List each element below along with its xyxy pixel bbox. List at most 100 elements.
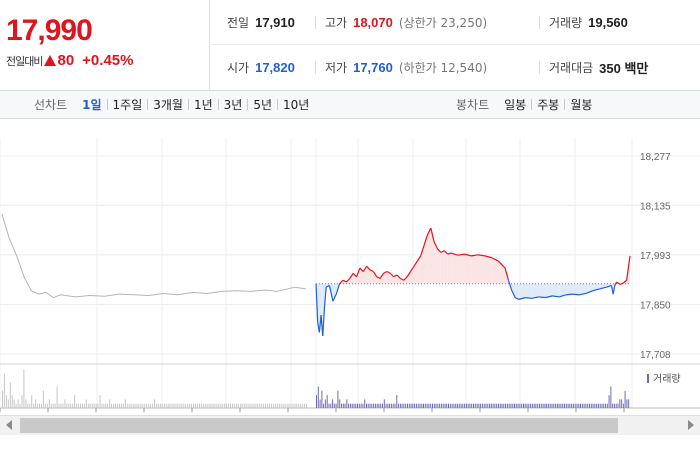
open-value: 17,820 (255, 60, 295, 75)
scrollbar-thumb[interactable] (20, 418, 618, 433)
volume-bar (44, 403, 46, 408)
volume-bar (433, 403, 435, 408)
volume-bar (432, 403, 433, 408)
today-line-segment (406, 271, 412, 278)
volume-bar (597, 403, 599, 408)
volume-bar (349, 403, 351, 408)
divider (531, 99, 533, 110)
volume-bar (608, 395, 610, 408)
today-line-segment (423, 234, 428, 246)
volume-bar (107, 403, 109, 408)
scroll-left-arrow-icon[interactable] (6, 420, 12, 430)
area-fill (447, 253, 452, 284)
volume-bars (2, 369, 630, 408)
volume-bar (64, 399, 66, 408)
volume-bar (485, 403, 487, 408)
today-line-segment (531, 296, 539, 299)
period-daily-candle[interactable]: 일봉 (504, 98, 527, 112)
high-label: 고가 (325, 16, 348, 30)
volume-bar (580, 403, 581, 408)
volume-bar (517, 403, 519, 408)
volume-bar (612, 403, 614, 408)
volume-bar (97, 403, 99, 408)
volume-bar (290, 403, 292, 408)
volume-bar (496, 403, 498, 408)
prev-close: 전일 17,910 (227, 0, 295, 45)
volume-bar (93, 403, 95, 408)
volume-bar (39, 403, 40, 408)
area-fill (370, 269, 374, 284)
volume-bar (508, 403, 510, 408)
volume-bar (163, 403, 165, 408)
volume-bar (42, 390, 44, 408)
line-chart-title: 선차트 (34, 98, 68, 112)
today-line-segment (616, 281, 621, 285)
volume-bar (351, 403, 353, 408)
today-line-segment (323, 287, 327, 309)
area-fill (515, 283, 519, 300)
period-weekly-candle[interactable]: 주봉 (537, 98, 560, 112)
divider (315, 16, 316, 29)
period-1w[interactable]: 1주일 (112, 98, 143, 112)
volume-bar (144, 403, 146, 408)
area-fill (424, 234, 428, 284)
volume-bar (369, 403, 371, 408)
price-chart[interactable]: 18,277 18,135 17,993 17,850 17,708 거래량 (0, 120, 700, 450)
volume-bar (453, 403, 455, 408)
volume-bar (220, 403, 222, 408)
area-fill (319, 283, 322, 333)
volume-bar (185, 403, 187, 408)
volume-bar (503, 403, 505, 408)
today-line-segment (413, 260, 418, 267)
volume-bar (576, 403, 578, 408)
area-fill (440, 250, 445, 284)
volume-bar (60, 403, 62, 408)
volume-bar (330, 403, 332, 408)
volume-bar (333, 403, 335, 408)
volume-bar (3, 373, 5, 408)
volume-bar (156, 403, 157, 408)
today-line-segment (325, 284, 330, 288)
area-fill (484, 255, 492, 284)
volume-bar (531, 403, 533, 408)
volume-bar (382, 403, 383, 408)
today-line-segment (552, 295, 560, 298)
period-10y[interactable]: 10년 (283, 98, 310, 112)
lower-limit: (하한가 12,540) (398, 61, 488, 75)
volume-bar (288, 403, 290, 408)
volume-bar (601, 403, 603, 408)
period-1d[interactable]: 1일 (82, 98, 102, 112)
volume-bar (326, 395, 328, 408)
period-monthly-candle[interactable]: 월봉 (570, 98, 593, 112)
volume-bar (574, 403, 576, 408)
volume-bar (109, 399, 111, 408)
volume-bar (423, 403, 424, 408)
period-3m[interactable]: 3개월 (153, 98, 183, 112)
area-fill (373, 271, 377, 284)
trade-amount-value: 350 백만 (599, 61, 649, 76)
volume-bar (339, 399, 341, 408)
volume-bar (487, 403, 489, 408)
volume-bar (83, 403, 85, 408)
scroll-right-arrow-icon[interactable] (688, 420, 694, 430)
area-fill (451, 253, 458, 284)
volume-bar (506, 403, 508, 408)
y-tick-label: 18,277 (640, 152, 671, 163)
period-1y[interactable]: 1년 (193, 98, 213, 112)
low-price: 저가 17,760 (하한가 12,540) (325, 45, 487, 90)
chart-fills (316, 228, 630, 336)
volume-bar (556, 403, 558, 408)
volume-bar (469, 403, 471, 408)
y-tick-label: 17,708 (640, 350, 671, 361)
volume-bar (222, 403, 224, 408)
today-line-segment (376, 276, 381, 280)
period-3y[interactable]: 3년 (223, 98, 243, 112)
today-line-segment (507, 280, 513, 291)
volume-bar (74, 395, 76, 408)
volume-bar (99, 395, 101, 408)
volume-bar (465, 403, 467, 408)
volume-bar (341, 403, 342, 408)
area-fill (390, 273, 394, 284)
today-line-segment (545, 295, 553, 299)
period-5y[interactable]: 5년 (253, 98, 273, 112)
